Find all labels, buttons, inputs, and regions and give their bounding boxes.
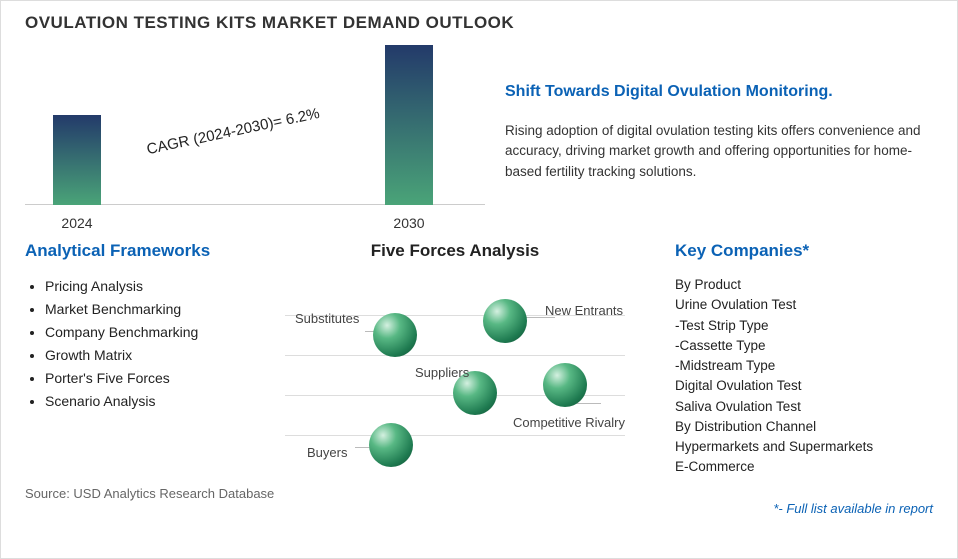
list-item: Porter's Five Forces [45,367,235,390]
list-item: Company Benchmarking [45,321,235,344]
list-item: Digital Ovulation Test [675,376,933,396]
list-item: -Cassette Type [675,336,933,356]
list-item: Growth Matrix [45,344,235,367]
force-label: Buyers [307,445,347,460]
force-label: Substitutes [295,311,359,326]
leader-line [575,403,601,404]
grid-line [285,355,625,356]
five-forces-diagram: Substitutes New Entrants Suppliers Competit… [245,275,665,475]
force-label: Suppliers [415,365,469,380]
list-item: By Distribution Channel [675,417,933,437]
list-item: Pricing Analysis [45,275,235,298]
bar-2030 [385,45,433,205]
lower-row: Analytical Frameworks Pricing Analysis M… [25,241,933,478]
list-item: -Test Strip Type [675,316,933,336]
description: Rising adoption of digital ovulation tes… [505,121,933,182]
force-sphere [369,423,413,467]
force-sphere [483,299,527,343]
upper-row: 2024 2030 CAGR (2024-2030)= 6.2% Shift T… [25,43,933,233]
key-companies-col: Key Companies* By Product Urine Ovulatio… [675,241,933,478]
list-item: Hypermarkets and Supermarkets [675,437,933,457]
list-item: By Product [675,275,933,295]
force-label: New Entrants [545,303,623,318]
key-companies-title: Key Companies* [675,241,933,261]
headline: Shift Towards Digital Ovulation Monitori… [505,83,933,101]
list-item: Scenario Analysis [45,390,235,413]
force-sphere [543,363,587,407]
frameworks-title: Analytical Frameworks [25,241,235,261]
bar-label-2030: 2030 [379,215,439,231]
bar-label-2024: 2024 [47,215,107,231]
force-label: Competitive Rivalry [513,415,625,430]
five-forces-title: Five Forces Analysis [245,241,665,261]
list-item: E-Commerce [675,457,933,477]
list-item: Saliva Ovulation Test [675,397,933,417]
list-item: -Midstream Type [675,356,933,376]
grid-line [285,435,625,436]
source-line: Source: USD Analytics Research Database [25,486,933,501]
page-title: OVULATION TESTING KITS MARKET DEMAND OUT… [25,13,933,33]
force-sphere [373,313,417,357]
frameworks-col: Analytical Frameworks Pricing Analysis M… [25,241,235,478]
bar-2024 [53,115,101,205]
footnote: *- Full list available in report [25,501,933,516]
summary-block: Shift Towards Digital Ovulation Monitori… [505,43,933,233]
list-item: Urine Ovulation Test [675,295,933,315]
frameworks-list: Pricing Analysis Market Benchmarking Com… [25,275,235,414]
bar-chart: 2024 2030 CAGR (2024-2030)= 6.2% [25,43,485,233]
cagr-label: CAGR (2024-2030)= 6.2% [145,105,321,158]
key-companies-list: By Product Urine Ovulation Test -Test St… [675,275,933,478]
list-item: Market Benchmarking [45,298,235,321]
five-forces-col: Five Forces Analysis Substitutes New Entr… [245,241,665,478]
